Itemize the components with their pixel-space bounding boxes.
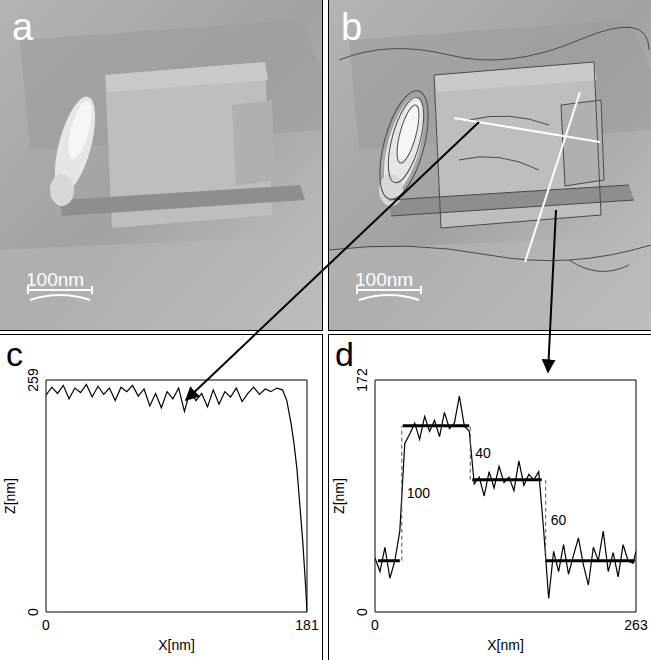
svg-text:a: a xyxy=(12,6,34,48)
svg-text:263: 263 xyxy=(624,617,648,633)
svg-text:0: 0 xyxy=(354,608,370,616)
html-text:d: d xyxy=(335,335,354,373)
svg-text:b: b xyxy=(341,6,362,48)
svg-text:172: 172 xyxy=(354,368,370,392)
svg-text:0: 0 xyxy=(25,608,41,616)
svg-text:60: 60 xyxy=(551,512,567,528)
svg-text:0: 0 xyxy=(371,617,379,633)
svg-text:100: 100 xyxy=(407,485,431,501)
html-text:X[nm]: X[nm] xyxy=(487,637,524,653)
svg-text:259: 259 xyxy=(25,368,41,392)
html-text:Z[nm]: Z[nm] xyxy=(331,478,347,514)
svg-text:181: 181 xyxy=(295,617,319,633)
html-text:X[nm]: X[nm] xyxy=(158,637,195,653)
svg-text:100nm: 100nm xyxy=(355,269,413,290)
svg-text:0: 0 xyxy=(42,617,50,633)
html-text:c: c xyxy=(6,335,23,373)
svg-text:40: 40 xyxy=(475,445,491,461)
svg-text:100nm: 100nm xyxy=(26,269,84,290)
html-text:Z[nm]: Z[nm] xyxy=(2,478,18,514)
